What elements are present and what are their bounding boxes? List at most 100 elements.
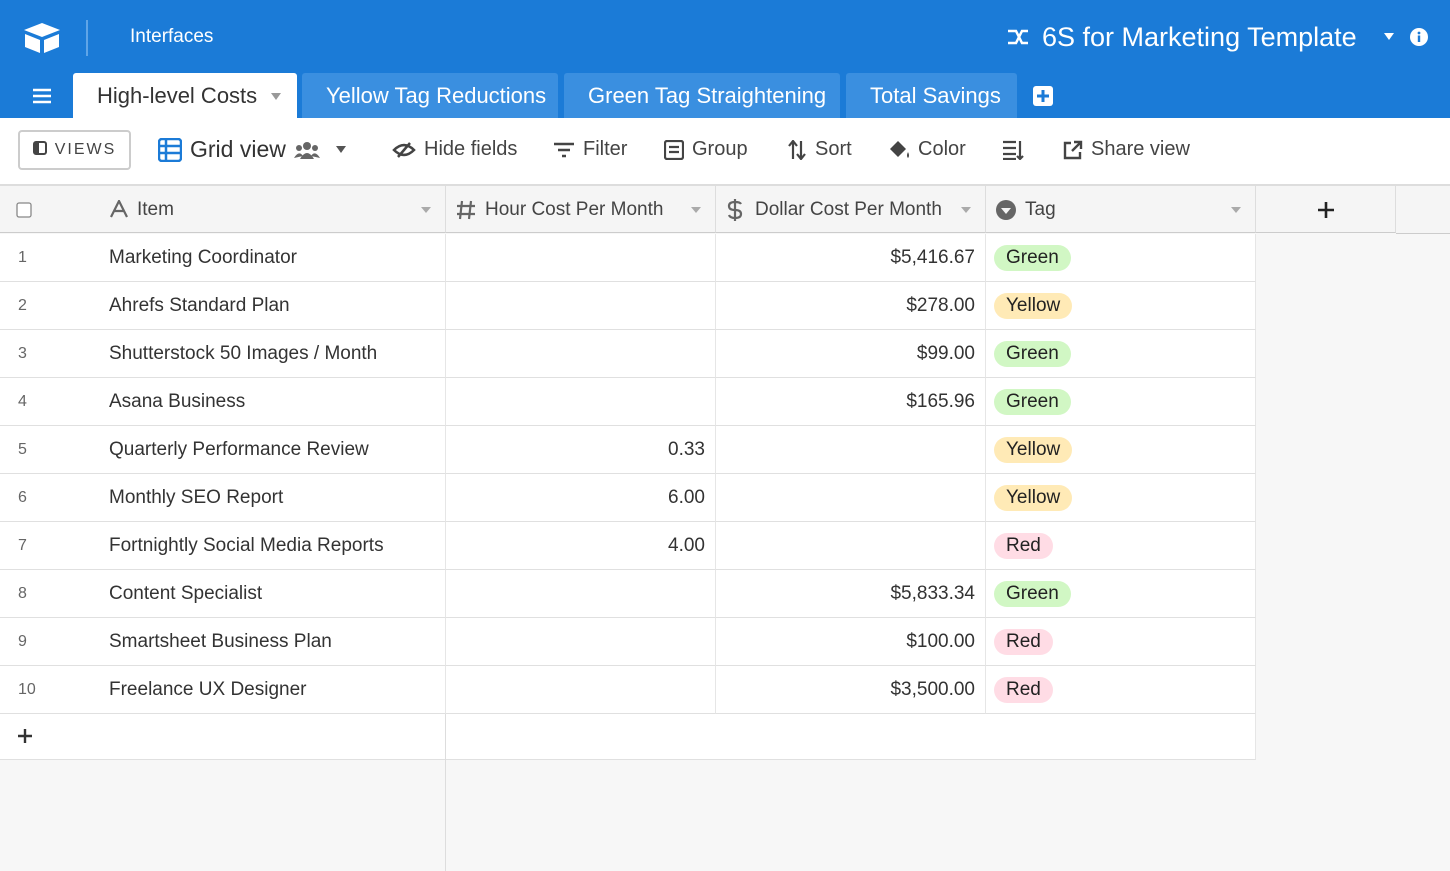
- add-row[interactable]: [0, 714, 446, 760]
- cell[interactable]: Green: [986, 234, 1256, 282]
- add-row-filler: [446, 714, 1256, 760]
- hour-cost: 4.00: [668, 535, 705, 556]
- cell[interactable]: [446, 618, 716, 666]
- cell[interactable]: $99.00: [716, 330, 986, 378]
- view-switcher[interactable]: Grid view: [158, 136, 352, 163]
- group-button[interactable]: Group: [664, 138, 748, 161]
- header-filler: [1396, 186, 1450, 234]
- dollar-cost: $278.00: [906, 295, 975, 316]
- cell[interactable]: 4 Asana Business: [0, 378, 446, 426]
- tag-pill: Green: [994, 245, 1071, 271]
- filter-button[interactable]: Filter: [553, 138, 627, 161]
- cell[interactable]: $165.96: [716, 378, 986, 426]
- cell[interactable]: [446, 330, 716, 378]
- item: Smartsheet Business Plan: [109, 631, 332, 652]
- row-number: 9: [18, 633, 27, 650]
- tag-pill: Yellow: [994, 293, 1073, 319]
- cell[interactable]: $5,416.67: [716, 234, 986, 282]
- cell[interactable]: Red: [986, 618, 1256, 666]
- cell[interactable]: Green: [986, 330, 1256, 378]
- cell[interactable]: [446, 378, 716, 426]
- cell[interactable]: [446, 666, 716, 714]
- cell[interactable]: [716, 474, 986, 522]
- row-number: 1: [18, 249, 27, 266]
- column-header[interactable]: Tag: [986, 186, 1256, 233]
- cell[interactable]: Red: [986, 522, 1256, 570]
- cell[interactable]: 2 Ahrefs Standard Plan: [0, 282, 446, 330]
- cell[interactable]: 10 Freelance UX Designer: [0, 666, 446, 714]
- tag-pill: Red: [994, 533, 1053, 559]
- add-table[interactable]: [1033, 86, 1053, 106]
- add-column[interactable]: [1256, 186, 1396, 233]
- tab[interactable]: Green Tag Straightening: [564, 73, 840, 118]
- tab[interactable]: Total Savings: [846, 73, 1017, 118]
- top-bar: Interfaces 6S for Marketing Template Hig…: [0, 0, 1450, 118]
- row-number: 5: [18, 441, 27, 458]
- cell[interactable]: 8 Content Specialist: [0, 570, 446, 618]
- dollar-cost: $165.96: [906, 391, 975, 412]
- cell[interactable]: 0.33: [446, 426, 716, 474]
- cell[interactable]: $100.00: [716, 618, 986, 666]
- cell[interactable]: Green: [986, 570, 1256, 618]
- row-number: 6: [18, 489, 27, 506]
- column-header[interactable]: Item: [0, 186, 446, 233]
- item: Content Specialist: [109, 583, 263, 604]
- dollar-cost: $100.00: [906, 631, 975, 652]
- cell[interactable]: Yellow: [986, 426, 1256, 474]
- tag-pill: Green: [994, 581, 1071, 607]
- cell[interactable]: 3 Shutterstock 50 Images / Month: [0, 330, 446, 378]
- row-number: 4: [18, 393, 27, 410]
- cell[interactable]: 6 Monthly SEO Report: [0, 474, 446, 522]
- cell[interactable]: 6.00: [446, 474, 716, 522]
- base-icon: [1008, 29, 1028, 45]
- item: Ahrefs Standard Plan: [109, 295, 290, 316]
- cell[interactable]: $278.00: [716, 282, 986, 330]
- section-link[interactable]: Interfaces: [130, 26, 214, 47]
- cell[interactable]: 7 Fortnightly Social Media Reports: [0, 522, 446, 570]
- cell[interactable]: [446, 234, 716, 282]
- row-number: 2: [18, 297, 27, 314]
- color-button[interactable]: Color: [888, 138, 966, 161]
- hide-fields-button[interactable]: Hide fields: [392, 138, 517, 161]
- info-icon[interactable]: [1410, 28, 1428, 46]
- tab[interactable]: Yellow Tag Reductions: [302, 73, 558, 118]
- cell[interactable]: $3,500.00: [716, 666, 986, 714]
- item: Quarterly Performance Review: [109, 439, 369, 460]
- cell[interactable]: 1 Marketing Coordinator: [0, 234, 446, 282]
- views-button[interactable]: VIEWS: [18, 130, 131, 170]
- row-number: 10: [18, 681, 36, 698]
- toolbar: VIEWS Grid view Hide fields Filter Group…: [0, 118, 1450, 186]
- row-height-button[interactable]: [1002, 140, 1024, 160]
- cell[interactable]: [446, 570, 716, 618]
- column-header[interactable]: Hour Cost Per Month: [446, 186, 716, 233]
- tab[interactable]: High-level Costs: [73, 73, 297, 118]
- menu-icon[interactable]: [32, 87, 52, 105]
- item: Shutterstock 50 Images / Month: [109, 343, 378, 364]
- item: Freelance UX Designer: [109, 679, 307, 700]
- cell[interactable]: Yellow: [986, 282, 1256, 330]
- cell[interactable]: 5 Quarterly Performance Review: [0, 426, 446, 474]
- row-number: 7: [18, 537, 27, 554]
- hour-cost: 0.33: [668, 439, 705, 460]
- base-title[interactable]: 6S for Marketing Template: [1042, 22, 1357, 52]
- cell[interactable]: [446, 282, 716, 330]
- sort-button[interactable]: Sort: [787, 138, 852, 161]
- cell[interactable]: 9 Smartsheet Business Plan: [0, 618, 446, 666]
- cell[interactable]: [716, 426, 986, 474]
- logo: [24, 23, 60, 53]
- cell[interactable]: [716, 522, 986, 570]
- item: Marketing Coordinator: [109, 247, 297, 268]
- share-view-button[interactable]: Share view: [1063, 138, 1190, 161]
- cell[interactable]: Yellow: [986, 474, 1256, 522]
- cell[interactable]: Green: [986, 378, 1256, 426]
- cell[interactable]: 4.00: [446, 522, 716, 570]
- dollar-cost: $3,500.00: [890, 679, 975, 700]
- cell[interactable]: Red: [986, 666, 1256, 714]
- column-divider: [445, 714, 446, 871]
- cell[interactable]: $5,833.34: [716, 570, 986, 618]
- tag-pill: Red: [994, 677, 1053, 703]
- column-header[interactable]: Dollar Cost Per Month: [716, 186, 986, 233]
- tag-pill: Green: [994, 389, 1071, 415]
- item: Fortnightly Social Media Reports: [109, 535, 384, 556]
